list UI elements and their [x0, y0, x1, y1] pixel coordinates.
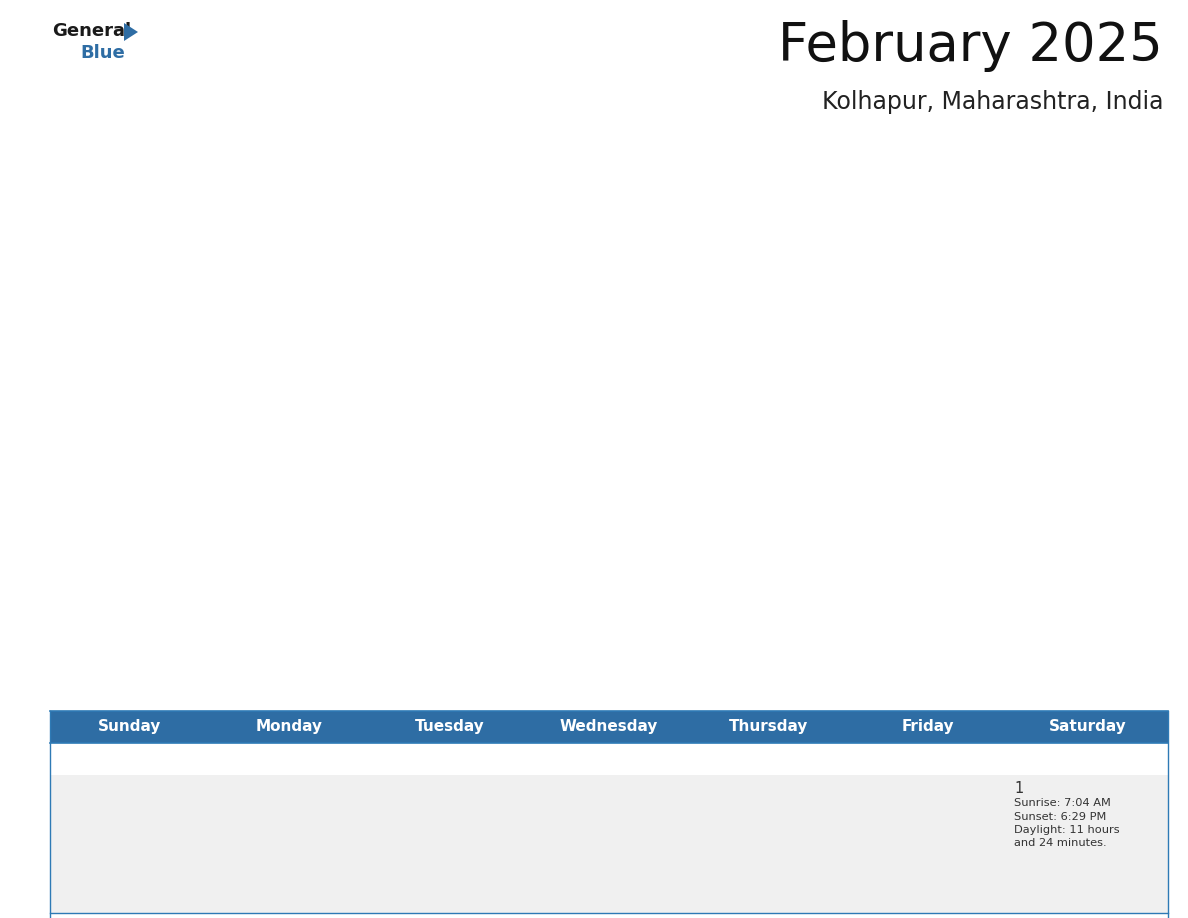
Text: Daylight: 11 hours: Daylight: 11 hours — [1015, 825, 1120, 835]
Text: Blue: Blue — [80, 44, 125, 62]
Bar — [848, 775, 1009, 913]
Bar — [369, 775, 529, 913]
Text: Kolhapur, Maharashtra, India: Kolhapur, Maharashtra, India — [821, 90, 1163, 114]
Text: and 24 minutes.: and 24 minutes. — [1015, 838, 1107, 848]
Bar — [689, 775, 848, 913]
Polygon shape — [124, 23, 138, 41]
Text: Sunrise: 7:04 AM: Sunrise: 7:04 AM — [1015, 798, 1111, 808]
Bar — [1009, 913, 1168, 918]
Text: Friday: Friday — [902, 720, 955, 734]
Bar — [529, 913, 689, 918]
Text: Sunset: 6:29 PM: Sunset: 6:29 PM — [1015, 812, 1107, 822]
Bar — [210, 775, 369, 913]
Bar — [210, 913, 369, 918]
Text: February 2025: February 2025 — [778, 20, 1163, 72]
Text: General: General — [52, 22, 131, 40]
Bar — [50, 775, 210, 913]
Bar — [1009, 775, 1168, 913]
Text: Saturday: Saturday — [1049, 720, 1127, 734]
Bar — [848, 913, 1009, 918]
Bar — [50, 711, 1168, 743]
Text: Wednesday: Wednesday — [560, 720, 658, 734]
Bar — [529, 775, 689, 913]
Text: Thursday: Thursday — [729, 720, 808, 734]
Text: Sunday: Sunday — [99, 720, 162, 734]
Bar — [689, 913, 848, 918]
Bar — [50, 913, 210, 918]
Text: 1: 1 — [1015, 781, 1024, 796]
Text: Tuesday: Tuesday — [415, 720, 485, 734]
Text: Monday: Monday — [257, 720, 323, 734]
Bar — [369, 913, 529, 918]
